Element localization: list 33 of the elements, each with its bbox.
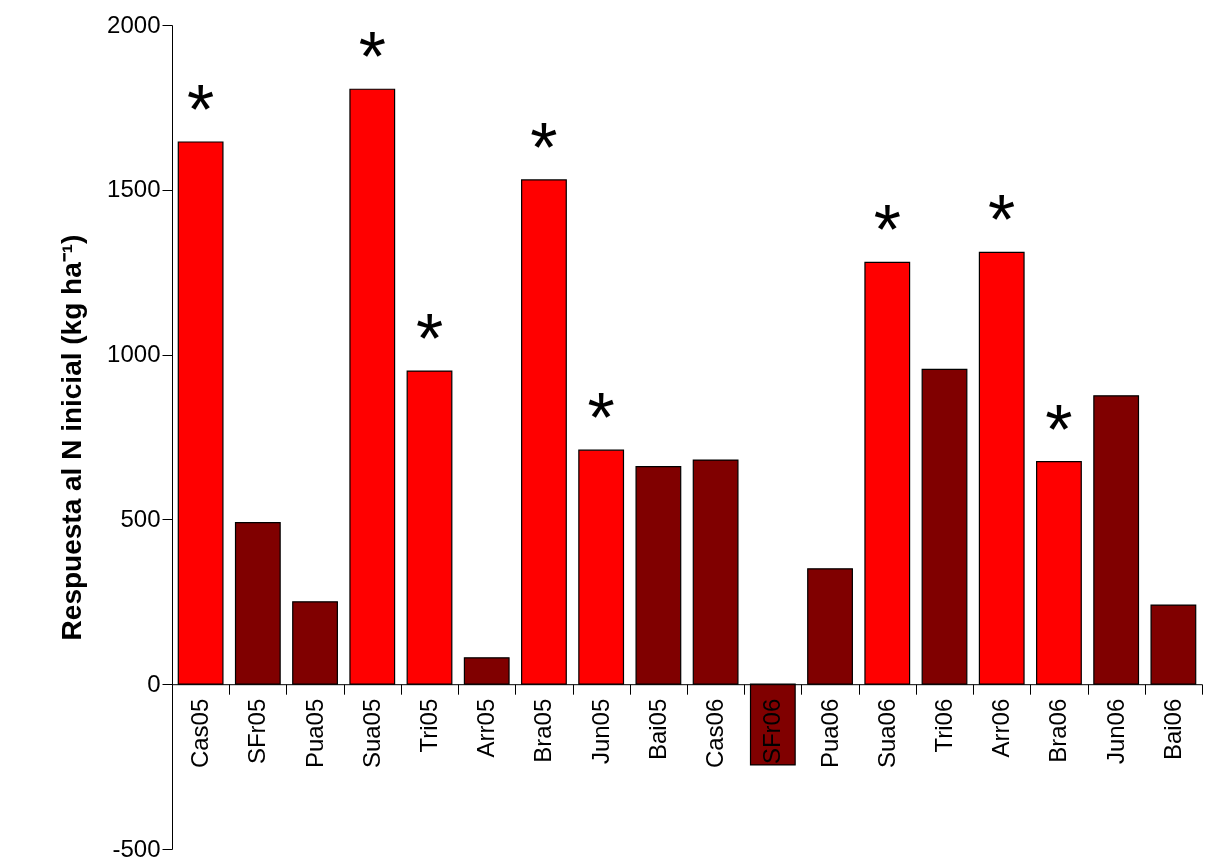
annotation: * <box>1045 390 1073 469</box>
x-tick-label: Bra05 <box>529 698 557 763</box>
x-tick-label: Sua06 <box>872 698 900 769</box>
x-tick-label: Tri05 <box>415 698 442 753</box>
x-tick-label: Bai06 <box>1158 698 1186 761</box>
annotation: * <box>415 300 444 379</box>
y-tick-label: 2000 <box>107 10 161 38</box>
x-tick-label: Arr05 <box>472 698 500 758</box>
x-tick-label: SFr06 <box>758 698 786 765</box>
x-tick-label: Pua06 <box>815 698 843 769</box>
y-tick-label: 1000 <box>107 340 161 368</box>
annotation: * <box>186 71 215 150</box>
annotation: * <box>873 191 901 270</box>
x-tick-label: Cas06 <box>701 698 729 769</box>
y-tick-label: 500 <box>120 504 161 532</box>
x-tick-label: Pua05 <box>300 698 328 769</box>
x-tick-label: Arr06 <box>987 698 1015 758</box>
x-tick-label: SFr05 <box>243 698 271 765</box>
x-tick-label: Jun06 <box>1101 698 1129 765</box>
x-tick-label: Bai05 <box>643 698 671 761</box>
annotation: * <box>358 18 386 97</box>
x-tick-label: Jun05 <box>586 698 614 765</box>
x-tick-label: Cas05 <box>186 698 214 769</box>
y-tick-label: -500 <box>112 834 161 862</box>
y-tick-label: 1500 <box>107 175 161 203</box>
annotation: * <box>530 108 558 187</box>
annotation: * <box>587 379 615 458</box>
annotation: * <box>988 181 1016 260</box>
x-tick-label: Bra06 <box>1044 698 1072 763</box>
x-tick-label: Sua05 <box>357 698 385 769</box>
y-tick-label: 0 <box>147 669 161 697</box>
x-tick-label: Tri06 <box>930 698 957 753</box>
y-axis-title: Respuesta al N inicial (kg ha⁻¹) <box>56 234 88 641</box>
